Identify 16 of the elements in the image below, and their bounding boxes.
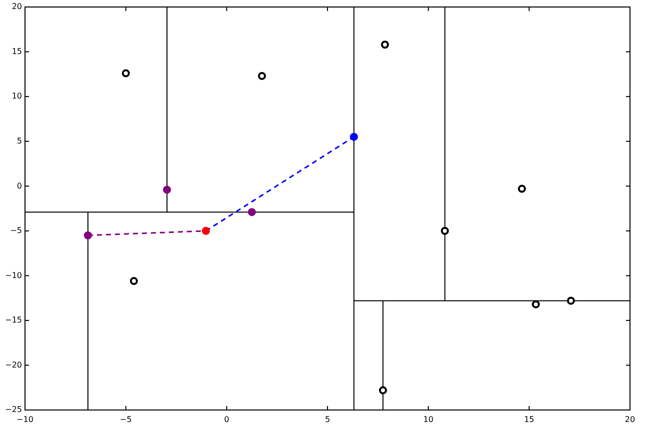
x-tick-label: 0 (224, 415, 230, 424)
x-tick-label: 15 (524, 415, 534, 424)
y-tick-label: −10 (5, 270, 22, 280)
y-tick-label: −25 (5, 405, 22, 414)
y-tick-label: −20 (5, 360, 22, 370)
x-tick-label: 10 (423, 415, 434, 424)
y-tick-label: 20 (12, 2, 22, 12)
y-tick-label: −15 (5, 316, 22, 325)
x-tick-label: 20 (624, 415, 636, 424)
y-tick-label: −5 (10, 226, 22, 236)
y-tick-label: 10 (12, 92, 22, 101)
x-tick-label: 5 (324, 415, 330, 424)
y-tick-label: 0 (16, 181, 22, 190)
y-tick-label: 5 (16, 136, 22, 146)
y-tick-label: 15 (12, 46, 22, 56)
x-tick-label: −5 (120, 415, 132, 424)
